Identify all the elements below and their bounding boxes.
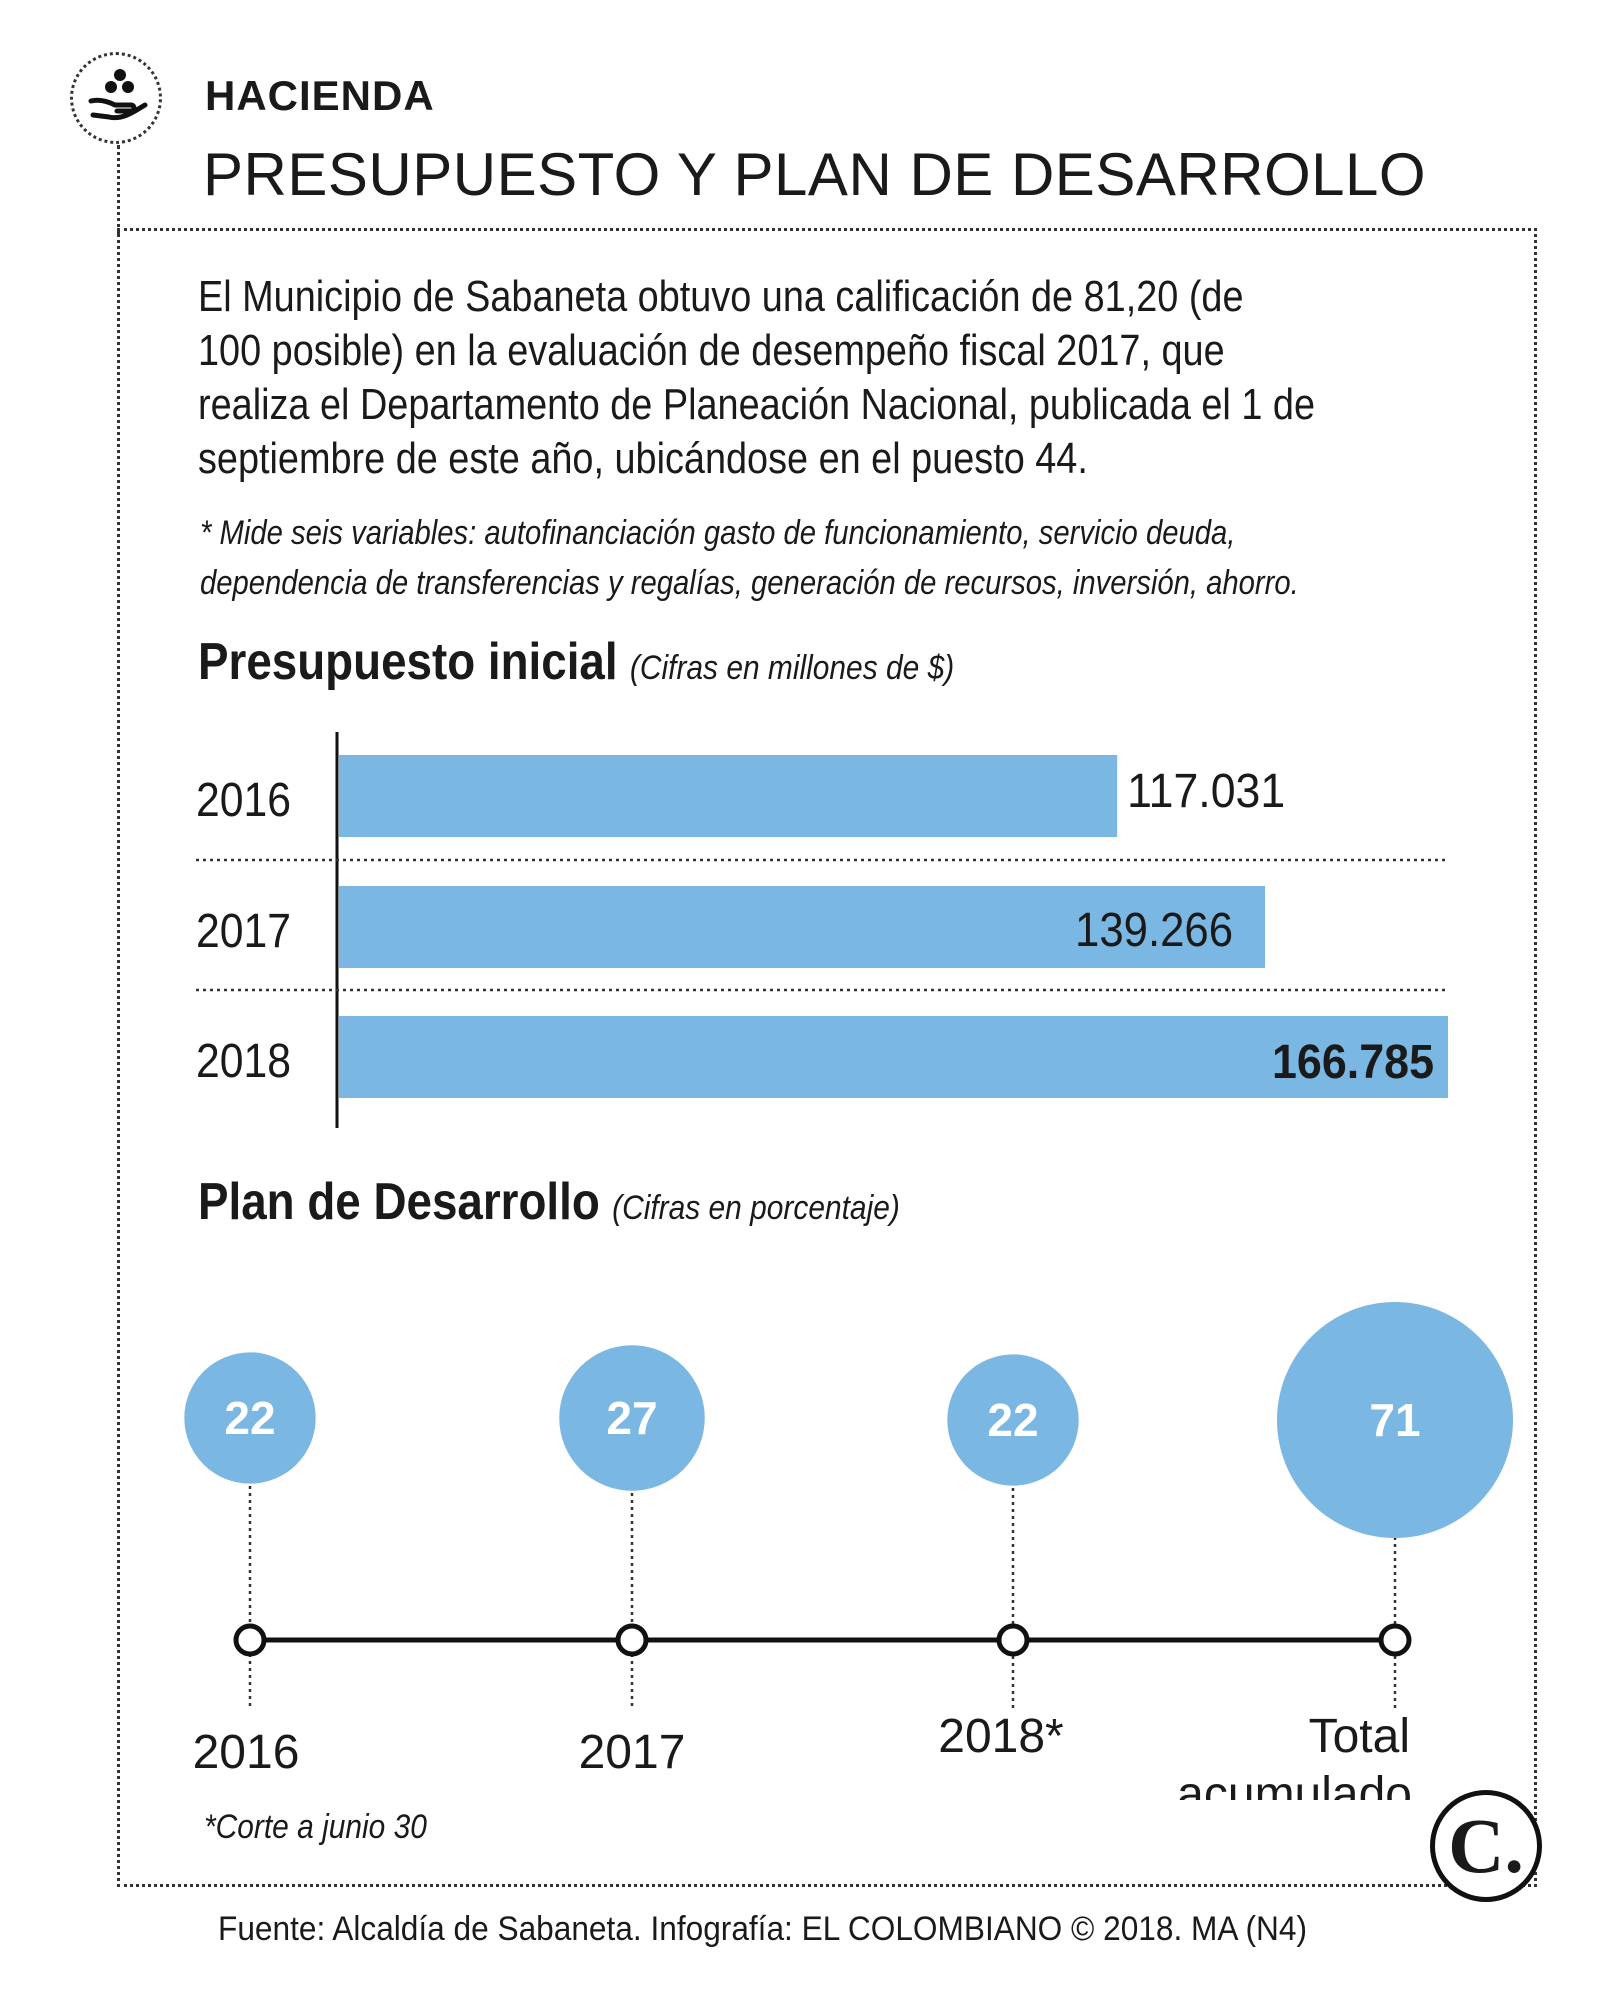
bar-category-label: 2016	[196, 774, 291, 827]
intro-line: septiembre de este año, ubicándose en el…	[198, 434, 1088, 483]
frame-connector	[117, 145, 120, 235]
bar-2018	[339, 1016, 1448, 1098]
bubble-value-label: 22	[224, 1392, 275, 1444]
bubble-total-acumulado	[1277, 1302, 1513, 1538]
bubble-value-label: 27	[606, 1392, 657, 1444]
bubble-2016	[184, 1352, 316, 1484]
timeline-category-label: 2018*	[938, 1710, 1063, 1763]
source-credit: Fuente: Alcaldía de Sabaneta. Infografía…	[218, 1910, 1308, 1948]
budget-chart-title: Presupuesto inicial (Cifras en millones d…	[198, 632, 954, 692]
bar-category-label: 2017	[196, 905, 291, 958]
timeline-node	[233, 1623, 267, 1657]
bubble-2017	[559, 1345, 705, 1491]
logo-letter: C.	[1448, 1802, 1524, 1889]
section-label: HACIENDA	[205, 72, 435, 119]
bar-value-label: 117.031	[1127, 765, 1285, 818]
intro-line: 100 posible) en la evaluación de desempe…	[198, 326, 1225, 375]
note-line: dependencia de transferencias y regalías…	[200, 564, 1299, 602]
hand-coins-icon	[88, 69, 148, 121]
plan-title-text: Plan de Desarrollo	[198, 1173, 600, 1231]
timeline-category-label: Total	[1309, 1710, 1410, 1763]
bar-value-label: 139.266	[1075, 904, 1233, 957]
bubble-2018-	[947, 1354, 1079, 1486]
intro-line: realiza el Departamento de Planeación Na…	[198, 380, 1316, 429]
bubble-value-label: 22	[987, 1394, 1038, 1446]
budget-subtitle: (Cifras en millones de $)	[629, 649, 955, 687]
bar-value-label: 166.785	[1272, 1036, 1434, 1089]
el-colombiano-logo: C.	[1430, 1790, 1542, 1902]
bar-2017	[339, 886, 1266, 968]
content-frame	[117, 228, 1537, 1887]
bubble-value-label: 71	[1369, 1394, 1420, 1446]
timeline-category-label: 2017	[579, 1726, 686, 1779]
timeline-node	[615, 1623, 649, 1657]
plan-subtitle: (Cifras en porcentaje)	[612, 1189, 900, 1227]
page-title: PRESUPUESTO Y PLAN DE DESARROLLO	[203, 141, 1427, 208]
intro-line: El Municipio de Sabaneta obtuvo una cali…	[198, 272, 1244, 321]
bar-2016	[339, 755, 1118, 837]
timeline-node	[1378, 1623, 1412, 1657]
budget-title-text: Presupuesto inicial	[198, 633, 618, 691]
footnote: *Corte a junio 30	[204, 1808, 427, 1846]
plan-bubble-timeline: 22 27 22 71 2016 2017 2018* Total acumulado	[184, 1302, 1513, 1800]
budget-bar-chart: 2016 117.031 2017 139.266 2018 166.785	[196, 732, 1448, 1128]
timeline-category-label: 2016	[193, 1726, 300, 1779]
plan-chart-title: Plan de Desarrollo (Cifras en porcentaje)	[198, 1172, 900, 1232]
intro-paragraph: El Municipio de Sabaneta obtuvo una cali…	[198, 270, 1488, 486]
timeline-node	[996, 1623, 1030, 1657]
note-line: * Mide seis variables: autofinanciación …	[200, 514, 1236, 552]
bar-category-label: 2018	[196, 1035, 291, 1088]
section-icon-badge	[70, 52, 162, 144]
timeline-category-label: acumulado	[1177, 1768, 1412, 1800]
variables-note: * Mide seis variables: autofinanciación …	[200, 508, 1576, 608]
